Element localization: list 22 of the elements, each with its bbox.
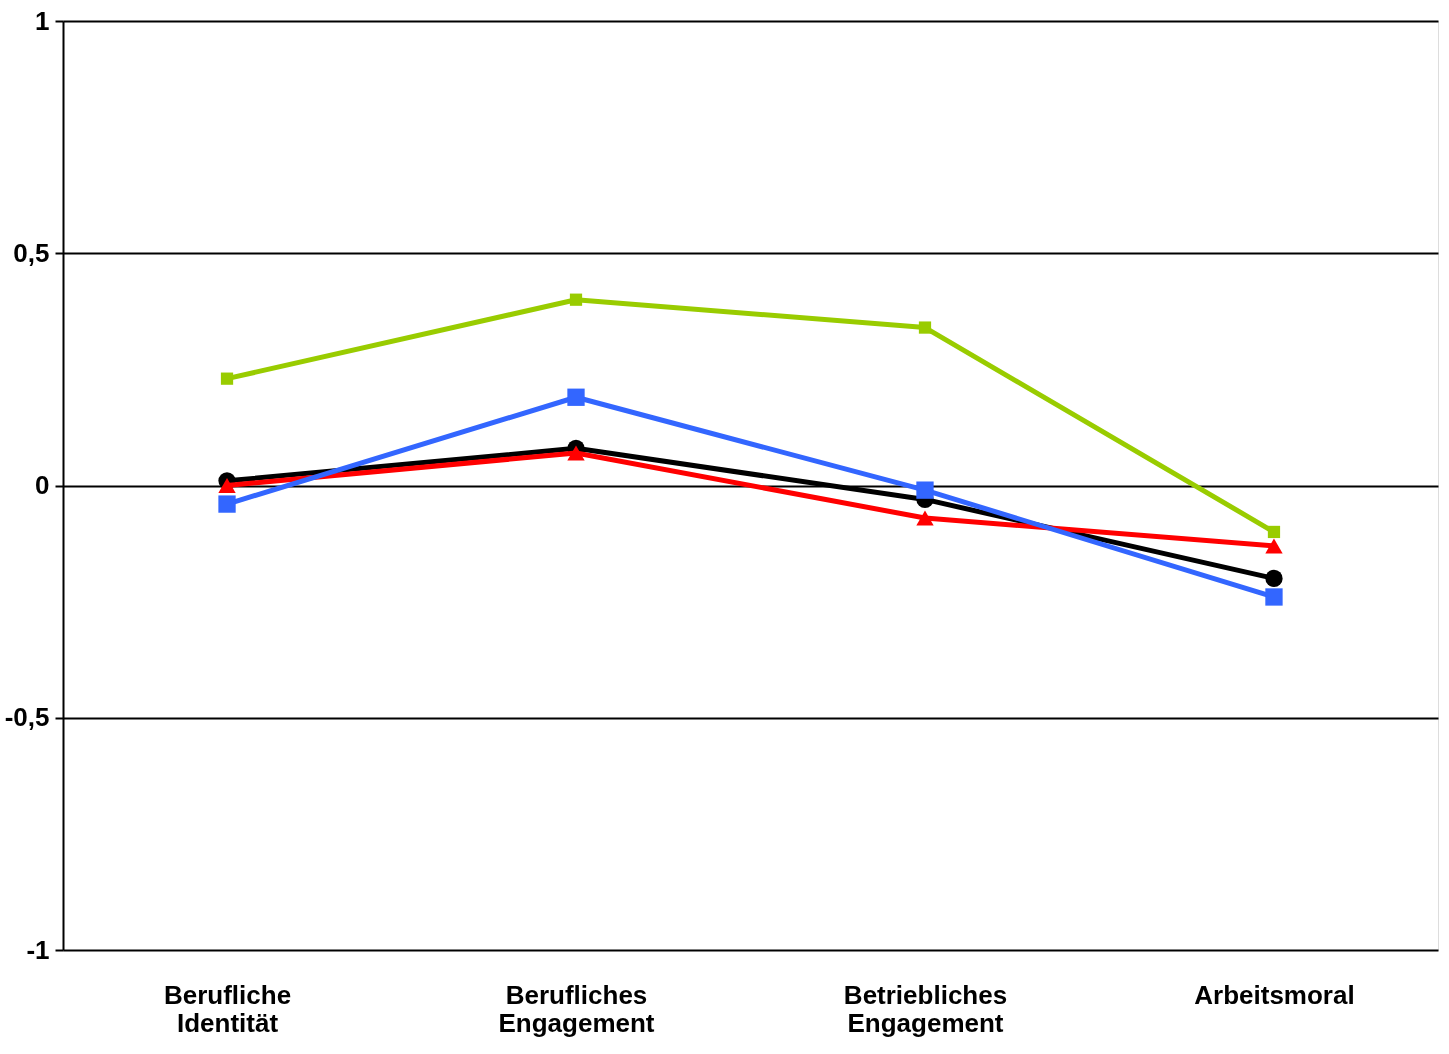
y-tick-label: -1 (26, 934, 50, 965)
point (220, 372, 234, 385)
point (916, 510, 934, 526)
point (1265, 569, 1283, 588)
point (1267, 525, 1281, 539)
y-tick-label: -0,5 (4, 702, 50, 733)
x-tick-label: Betriebliches Engagement (843, 979, 1008, 1038)
point (1265, 538, 1283, 554)
x-tick-label: Arbeitsmoral (1194, 979, 1355, 1010)
point (218, 478, 236, 493)
point (918, 321, 932, 334)
point (567, 445, 585, 461)
y-tick-label: 0 (35, 470, 50, 500)
point (218, 495, 236, 513)
point (916, 481, 934, 499)
point (1265, 588, 1283, 606)
point (567, 388, 585, 406)
y-tick-label: 0,5 (13, 237, 50, 268)
y-tick-label: 1 (35, 5, 50, 36)
x-tick-label: Berufliche Identität (163, 979, 292, 1038)
x-tick-label: Berufliches Engagement (498, 979, 655, 1038)
point (569, 293, 583, 306)
